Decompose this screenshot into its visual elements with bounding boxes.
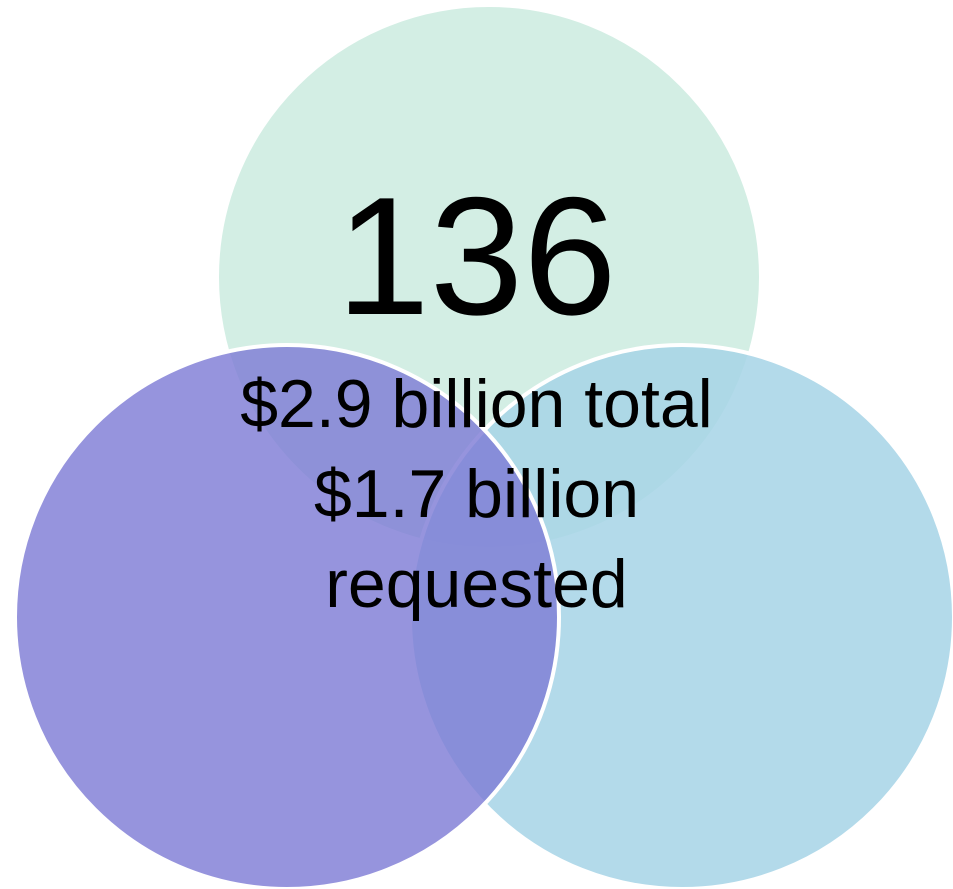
requested-amount-label: $1.7 billion (313, 456, 640, 532)
total-amount-label: $2.9 billion total (240, 366, 713, 442)
venn-circle-bottom-left (13, 343, 561, 889)
requested-word-label: requested (325, 546, 628, 622)
center-value: 136 (336, 162, 617, 350)
